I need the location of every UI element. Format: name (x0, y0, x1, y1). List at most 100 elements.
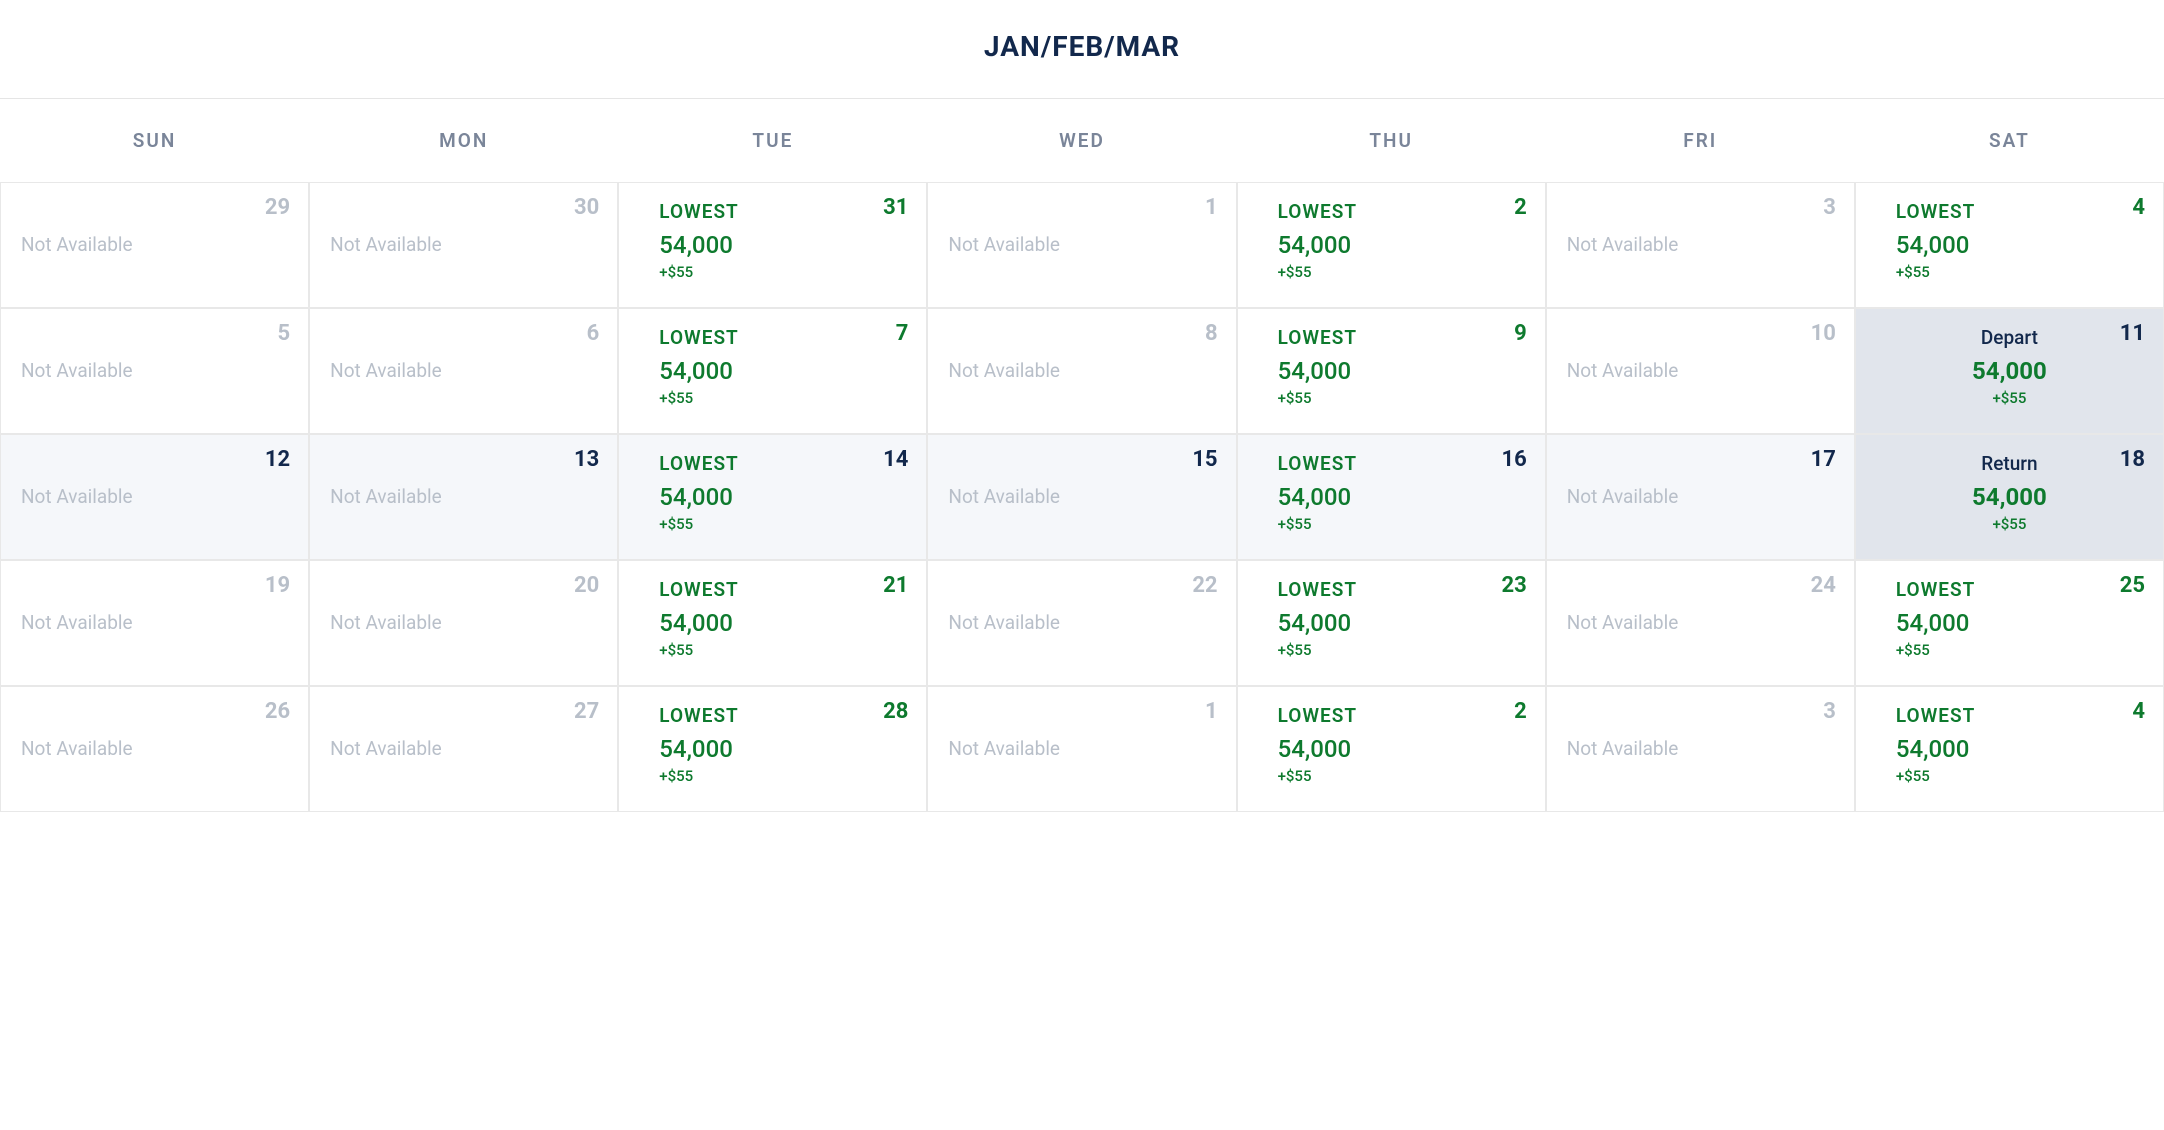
day-cell[interactable]: 1Not Available (927, 182, 1236, 308)
price-fee: +$55 (659, 515, 906, 533)
price-content: LOWEST54,000+$55 (639, 704, 906, 785)
lowest-label: LOWEST (659, 326, 906, 349)
calendar-day-headers: SUN MON TUE WED THU FRI SAT (0, 99, 2164, 182)
day-cell[interactable]: 30 Not Available (309, 182, 618, 308)
not-available-label: Not Available (21, 233, 288, 256)
day-number: 18 (2120, 447, 2145, 472)
day-number: 12 (265, 447, 290, 472)
day-cell[interactable]: 12 Not Available (0, 434, 309, 560)
price-content: LOWEST54,000+$55 (1258, 578, 1525, 659)
day-header-fri: FRI (1546, 99, 1855, 182)
not-available-label: Not Available (330, 359, 597, 382)
day-number: 3 (1823, 699, 1836, 724)
day-number: 2 (1514, 195, 1527, 220)
day-cell[interactable]: 2LOWEST54,000+$55 (1237, 182, 1546, 308)
lowest-label: LOWEST (659, 578, 906, 601)
day-cell[interactable]: 3 Not Available (1546, 182, 1855, 308)
day-cell[interactable]: 6 Not Available (309, 308, 618, 434)
day-cell[interactable]: 18Return54,000+$55 (1855, 434, 2164, 560)
not-available-label: Not Available (948, 485, 1215, 508)
price-content: LOWEST54,000+$55 (1876, 704, 2143, 785)
day-cell[interactable]: 20 Not Available (309, 560, 618, 686)
day-cell[interactable]: 7LOWEST54,000+$55 (618, 308, 927, 434)
not-available-label: Not Available (330, 233, 597, 256)
day-number: 3 (1823, 195, 1836, 220)
day-number: 2 (1514, 699, 1527, 724)
price-content: LOWEST54,000+$55 (1258, 452, 1525, 533)
day-cell[interactable]: 22Not Available (927, 560, 1236, 686)
day-cell[interactable]: 3Not Available (1546, 686, 1855, 812)
not-available-label: Not Available (948, 233, 1215, 256)
day-number: 6 (587, 321, 600, 346)
day-cell[interactable]: 29 Not Available (0, 182, 309, 308)
lowest-label: LOWEST (659, 452, 906, 475)
lowest-label: LOWEST (1278, 326, 1525, 349)
price-fee: +$55 (1278, 389, 1525, 407)
depart-label: Depart (1876, 326, 2143, 349)
day-number: 4 (2132, 195, 2145, 220)
day-cell[interactable]: 23LOWEST54,000+$55 (1237, 560, 1546, 686)
day-cell[interactable]: 17Not Available (1546, 434, 1855, 560)
not-available-label: Not Available (21, 485, 288, 508)
day-header-thu: THU (1237, 99, 1546, 182)
price-points: 54,000 (659, 357, 906, 385)
day-number: 29 (265, 195, 290, 220)
day-cell[interactable]: 1Not Available (927, 686, 1236, 812)
day-number: 5 (278, 321, 291, 346)
day-cell[interactable]: 25LOWEST54,000+$55 (1855, 560, 2164, 686)
day-cell[interactable]: 10Not Available (1546, 308, 1855, 434)
price-content: LOWEST54,000+$55 (639, 326, 906, 407)
price-fee: +$55 (659, 263, 906, 281)
day-cell[interactable]: 21LOWEST54,000+$55 (618, 560, 927, 686)
day-number: 20 (574, 573, 599, 598)
price-content: LOWEST54,000+$55 (1876, 200, 2143, 281)
not-available-label: Not Available (330, 611, 597, 634)
not-available-label: Not Available (21, 359, 288, 382)
price-content: LOWEST54,000+$55 (1258, 200, 1525, 281)
day-number: 30 (574, 195, 599, 220)
day-cell[interactable]: 9LOWEST54,000+$55 (1237, 308, 1546, 434)
day-number: 27 (574, 699, 599, 724)
day-cell[interactable]: 15Not Available (927, 434, 1236, 560)
not-available-label: Not Available (948, 359, 1215, 382)
not-available-label: Not Available (1567, 233, 1834, 256)
day-cell[interactable]: 19Not Available (0, 560, 309, 686)
return-label: Return (1876, 452, 2143, 475)
day-number: 8 (1205, 321, 1218, 346)
price-fee: +$55 (1876, 389, 2143, 407)
day-number: 14 (883, 447, 908, 472)
day-cell[interactable]: 16LOWEST54,000+$55 (1237, 434, 1546, 560)
price-content: LOWEST54,000+$55 (639, 200, 906, 281)
price-points: 54,000 (659, 735, 906, 763)
day-number: 1 (1205, 699, 1218, 724)
price-points: 54,000 (1896, 609, 2143, 637)
price-content: LOWEST54,000+$55 (1258, 704, 1525, 785)
day-cell[interactable]: 2LOWEST54,000+$55 (1237, 686, 1546, 812)
price-content: LOWEST54,000+$55 (639, 578, 906, 659)
day-cell[interactable]: 28LOWEST54,000+$55 (618, 686, 927, 812)
price-points: 54,000 (1876, 357, 2143, 385)
day-cell[interactable]: 4LOWEST54,000+$55 (1855, 182, 2164, 308)
lowest-label: LOWEST (1278, 578, 1525, 601)
price-fee: +$55 (1278, 641, 1525, 659)
price-content: LOWEST 54,000 +$55 (639, 452, 906, 533)
day-cell[interactable]: 8 Not Available (927, 308, 1236, 434)
day-cell[interactable]: 31LOWEST54,000+$55 (618, 182, 927, 308)
day-cell[interactable]: 26Not Available (0, 686, 309, 812)
price-points: 54,000 (1278, 357, 1525, 385)
day-number: 4 (2132, 699, 2145, 724)
price-fee: +$55 (1278, 767, 1525, 785)
day-cell[interactable]: 4LOWEST54,000+$55 (1855, 686, 2164, 812)
day-cell[interactable]: 11Depart54,000+$55 (1855, 308, 2164, 434)
price-points: 54,000 (1278, 231, 1525, 259)
day-cell[interactable]: 24Not Available (1546, 560, 1855, 686)
day-cell[interactable]: 27Not Available (309, 686, 618, 812)
price-points: 54,000 (1896, 735, 2143, 763)
day-cell[interactable]: 14LOWEST 54,000 +$55 (618, 434, 927, 560)
price-points: 54,000 (659, 483, 906, 511)
lowest-label: LOWEST (1896, 578, 2143, 601)
price-fee: +$55 (1896, 641, 2143, 659)
day-number: 7 (896, 321, 909, 346)
day-cell[interactable]: 13Not Available (309, 434, 618, 560)
day-cell[interactable]: 5 Not Available (0, 308, 309, 434)
